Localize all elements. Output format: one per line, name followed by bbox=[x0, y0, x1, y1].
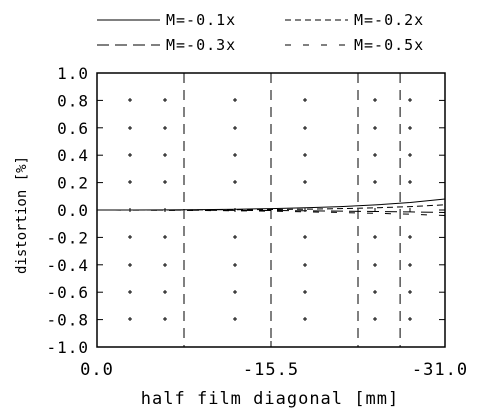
x-axis-label: half film diagonal [mm] bbox=[141, 389, 399, 409]
legend: M=-0.1x M=-0.2x M=-0.3x M=-0.5x bbox=[97, 11, 424, 54]
y-axis-label: distortion [%] bbox=[14, 156, 30, 274]
legend-label: M=-0.1x bbox=[166, 11, 236, 29]
y-tick-label: -0.6 bbox=[46, 283, 89, 302]
legend-label: M=-0.2x bbox=[354, 11, 424, 29]
y-tick-label: 0.2 bbox=[57, 174, 89, 193]
series-line bbox=[96, 209, 446, 216]
x-axis-ticks: 0.0 -15.5 -31.0 bbox=[80, 341, 468, 380]
x-tick-label: 0.0 bbox=[80, 360, 114, 380]
y-tick-label: 1.0 bbox=[57, 64, 89, 83]
series-line bbox=[97, 204, 446, 211]
y-tick-label: -0.4 bbox=[46, 256, 89, 275]
legend-label: M=-0.3x bbox=[166, 36, 236, 54]
y-tick-label: 0.0 bbox=[57, 201, 89, 220]
x-tick-label: -15.5 bbox=[243, 360, 299, 380]
y-tick-label: 0.6 bbox=[57, 119, 89, 138]
y-tick-label: 0.8 bbox=[57, 91, 89, 110]
legend-label: M=-0.5x bbox=[354, 36, 424, 54]
series-lines bbox=[96, 198, 446, 216]
y-tick-label: -0.8 bbox=[46, 311, 89, 330]
y-tick-label: -0.2 bbox=[46, 228, 89, 247]
y-axis-ticks: 1.0 0.8 0.6 0.4 0.2 0.0 -0.2 -0.4 -0.6 -0.8 -1.0 bbox=[46, 64, 445, 357]
y-tick-label: 0.4 bbox=[57, 146, 89, 165]
y-tick-label: -1.0 bbox=[46, 338, 89, 357]
x-tick-label: -31.0 bbox=[412, 360, 468, 380]
